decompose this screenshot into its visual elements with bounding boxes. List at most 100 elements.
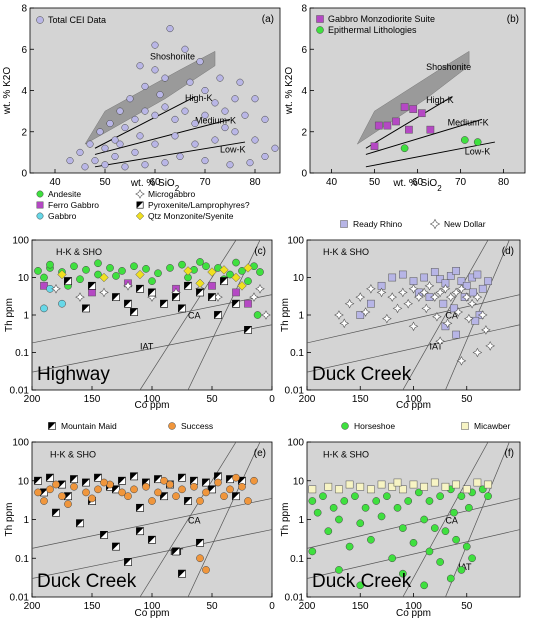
field-label: H-K & SHO <box>50 449 96 459</box>
series-boundary-line <box>94 118 231 155</box>
x-tick-label: 70 <box>455 177 467 188</box>
data-point <box>356 482 365 491</box>
y-tick-label: 6 <box>301 45 307 56</box>
data-point <box>220 492 228 501</box>
field-label: High-K <box>426 95 454 105</box>
marker-fill <box>160 300 168 308</box>
marker-fill <box>100 531 108 539</box>
data-point <box>131 148 139 156</box>
data-point <box>154 488 162 497</box>
field-label: High-K <box>185 93 213 103</box>
legend-label: Ready Rhino <box>353 219 402 229</box>
data-point <box>451 287 461 298</box>
data-point <box>436 492 444 501</box>
data-point <box>484 492 492 501</box>
marker-fill <box>148 536 156 544</box>
marker-fill <box>232 492 240 500</box>
data-point <box>484 277 492 285</box>
data-point <box>184 497 192 505</box>
data-point <box>88 281 96 290</box>
x-tick-label: 50 <box>461 394 473 405</box>
data-point <box>256 268 264 276</box>
panel-label: (d) <box>502 246 514 257</box>
data-point <box>377 480 386 489</box>
x-axis-label: Co ppm <box>396 608 431 619</box>
y-tick-label: 0.01 <box>10 593 30 604</box>
data-point <box>399 270 407 279</box>
discrimination-line <box>32 498 272 549</box>
data-point <box>370 142 379 151</box>
data-point <box>308 497 317 505</box>
data-point <box>388 554 397 563</box>
discrimination-line <box>307 324 520 373</box>
legend-marker <box>135 189 145 199</box>
plot-content: H-K & SHO CA IAT Duck Creek <box>307 442 520 597</box>
marker-fill <box>202 478 210 487</box>
panel-f: H-K & SHO CA IAT Duck Creek 200 150 100 50 0.01 0… <box>280 421 521 619</box>
y-tick-label: 0.01 <box>285 386 305 397</box>
marker-fill <box>232 300 240 308</box>
data-point <box>462 542 471 551</box>
marker-fill <box>82 304 90 312</box>
panel-label: (b) <box>507 14 519 25</box>
data-point <box>308 547 317 556</box>
data-point <box>425 547 434 556</box>
data-point <box>335 566 343 574</box>
data-point <box>419 287 429 298</box>
data-point <box>124 299 132 308</box>
field-label: CA <box>445 515 458 525</box>
x-tick-label: 100 <box>144 394 161 405</box>
legend-label: Ferro Gabbro <box>48 200 99 210</box>
plot-content: Shoshonite High-K Medium-K Low-K <box>356 50 495 168</box>
marker-fill <box>82 478 90 487</box>
marker-fill <box>142 478 150 487</box>
legend-marker <box>168 422 176 430</box>
legend-marker <box>316 26 324 34</box>
series-boundary-line <box>94 141 246 168</box>
data-point <box>82 304 90 313</box>
data-point <box>452 267 460 275</box>
y-tick-label: 10 <box>18 273 30 284</box>
marker-fill <box>178 474 186 482</box>
x-tick-label: 60 <box>412 177 424 188</box>
marker-fill <box>208 293 216 301</box>
data-point <box>46 485 54 494</box>
data-point <box>232 299 240 308</box>
x-axis-label: Co ppm <box>396 400 431 411</box>
data-point <box>236 78 244 86</box>
field-label: Medium-K <box>448 118 489 128</box>
data-point <box>450 508 458 517</box>
x-tick-label: 0 <box>269 601 275 612</box>
data-point <box>178 473 186 482</box>
data-point <box>181 107 189 115</box>
data-point <box>481 325 491 335</box>
marker-fill <box>112 542 120 551</box>
data-point <box>344 298 355 309</box>
data-point <box>442 318 453 329</box>
data-point <box>142 265 150 273</box>
data-point <box>399 569 407 578</box>
data-point <box>211 136 219 144</box>
data-point <box>473 270 482 279</box>
legend-label: Gabbro Monzodiorite Suite <box>328 14 435 24</box>
data-point <box>436 275 444 284</box>
marker-fill <box>118 477 126 485</box>
series-boundary-line <box>365 141 495 168</box>
discrimination-line <box>32 324 272 373</box>
data-point <box>457 566 466 574</box>
legend-label: Andesite <box>48 189 81 199</box>
y-tick-label: 100 <box>287 438 304 449</box>
data-point <box>231 272 241 283</box>
data-point <box>201 111 209 119</box>
data-point <box>58 492 66 501</box>
data-point <box>161 103 169 111</box>
data-point <box>345 480 354 489</box>
panel-label: (c) <box>254 246 266 257</box>
data-point <box>424 281 435 291</box>
y-tick-label: 0.1 <box>15 348 29 359</box>
legend-marker <box>48 422 56 430</box>
data-point <box>452 330 460 339</box>
field-label: H-K & SHO <box>323 449 369 459</box>
data-point <box>118 488 126 497</box>
data-point <box>408 321 419 332</box>
